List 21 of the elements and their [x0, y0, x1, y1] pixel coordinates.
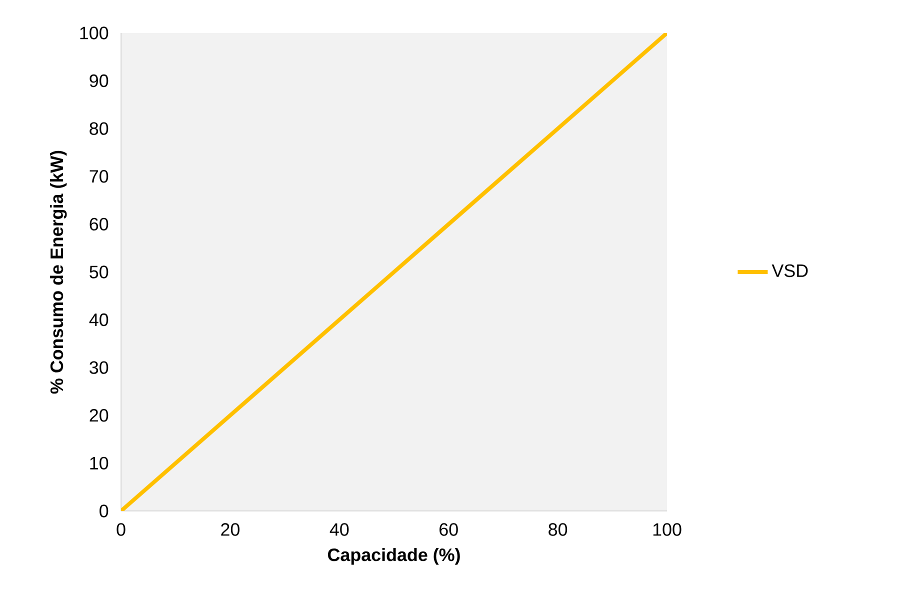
- y-tick-label: 60: [90, 218, 108, 231]
- x-tick-label: 80: [548, 523, 568, 536]
- y-tick-label: 0: [100, 504, 108, 518]
- y-tick-label: 10: [90, 456, 108, 470]
- y-tick-label: 100: [80, 26, 108, 40]
- y-tick-label: 40: [89, 313, 108, 326]
- x-axis-title: Capacidade (%): [328, 548, 460, 565]
- y-tick-label: 90: [90, 74, 108, 88]
- x-tick-label: 20: [221, 523, 240, 536]
- x-tick-label: 60: [440, 523, 458, 536]
- line-series: [121, 32, 668, 511]
- x-tick-label: 0: [116, 523, 126, 536]
- y-tick-label: 50: [90, 266, 108, 278]
- y-tick-label: 70: [90, 170, 108, 183]
- y-axis-title: % Consumo de Energia (kW): [50, 150, 67, 394]
- x-tick-label: 40: [330, 523, 349, 536]
- y-tick-label: 80: [90, 122, 108, 135]
- y-tick-label: 20: [90, 409, 108, 422]
- x-tick-label: 100: [653, 523, 682, 536]
- legend-label: VSD: [772, 264, 808, 278]
- y-tick-label: 30: [90, 361, 108, 374]
